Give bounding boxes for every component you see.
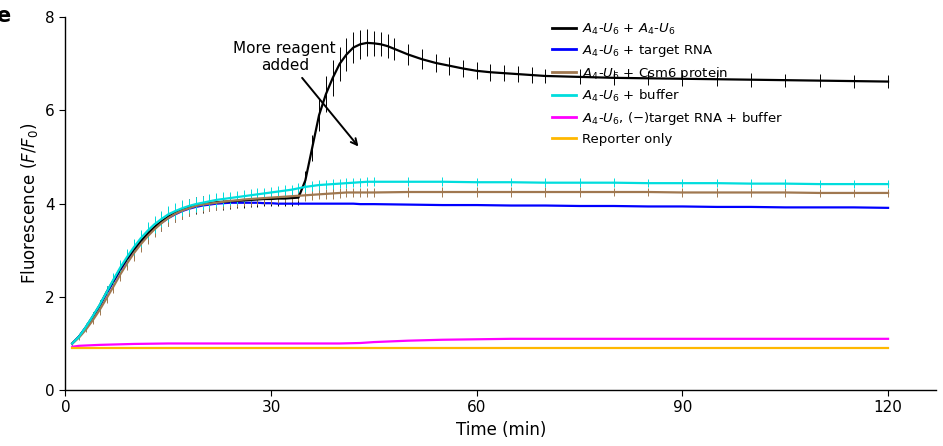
Reporter only — [848, 346, 859, 351]
$A_4$-$U_6$ + target RNA — [183, 206, 194, 211]
$A_4$-$U_6$, (−)target RNA + buffer — [231, 341, 242, 346]
Reporter only — [814, 346, 825, 351]
$A_4$-$U_6$, (−)target RNA + buffer — [162, 341, 174, 346]
$A_4$-$U_6$, (−)target RNA + buffer — [265, 341, 276, 346]
$A_4$-$U_6$, (−)target RNA + buffer — [74, 343, 85, 348]
Reporter only — [642, 346, 653, 351]
$A_4$-$U_6$, (−)target RNA + buffer — [355, 340, 366, 346]
$A_4$-$U_6$, (−)target RNA + buffer — [883, 336, 894, 342]
Text: More reagent
added: More reagent added — [234, 41, 357, 145]
Reporter only — [94, 346, 106, 351]
Reporter only — [608, 346, 620, 351]
$A_4$-$U_6$, (−)target RNA + buffer — [814, 336, 825, 342]
$A_4$-$U_6$, (−)target RNA + buffer — [300, 341, 311, 346]
X-axis label: Time (min): Time (min) — [455, 421, 546, 439]
Reporter only — [472, 346, 483, 351]
Reporter only — [300, 346, 311, 351]
Reporter only — [162, 346, 174, 351]
Legend: $A_4$-$U_6$ + $A_4$-$U_6$, $A_4$-$U_6$ + target RNA, $A_4$-$U_6$ + Csm6 protein,: $A_4$-$U_6$ + $A_4$-$U_6$, $A_4$-$U_6$ +… — [547, 17, 788, 151]
Reporter only — [67, 346, 78, 351]
Text: e: e — [0, 6, 10, 26]
Reporter only — [505, 346, 517, 351]
Reporter only — [74, 346, 85, 351]
Reporter only — [780, 346, 791, 351]
$A_4$-$U_6$, (−)target RNA + buffer — [711, 336, 722, 342]
$A_4$-$U_6$ + target RNA — [224, 200, 236, 206]
Reporter only — [711, 346, 722, 351]
Reporter only — [403, 346, 414, 351]
$A_4$-$U_6$, (−)target RNA + buffer — [574, 336, 586, 342]
$A_4$-$U_6$, (−)target RNA + buffer — [67, 344, 78, 349]
$A_4$-$U_6$, (−)target RNA + buffer — [780, 336, 791, 342]
Reporter only — [334, 346, 345, 351]
$A_4$-$U_6$ + target RNA — [135, 240, 146, 245]
$A_4$-$U_6$, (−)target RNA + buffer — [369, 339, 380, 345]
$A_4$-$U_6$ + target RNA — [170, 212, 181, 217]
Reporter only — [539, 346, 551, 351]
$A_4$-$U_6$, (−)target RNA + buffer — [848, 336, 859, 342]
Reporter only — [369, 346, 380, 351]
$A_4$-$U_6$, (−)target RNA + buffer — [745, 336, 756, 342]
Reporter only — [677, 346, 688, 351]
Reporter only — [574, 346, 586, 351]
Y-axis label: Fluorescence ($F/F_0$): Fluorescence ($F/F_0$) — [19, 123, 40, 285]
Reporter only — [265, 346, 276, 351]
$A_4$-$U_6$, (−)target RNA + buffer — [334, 341, 345, 346]
Reporter only — [197, 346, 208, 351]
$A_4$-$U_6$ + target RNA — [197, 203, 208, 208]
$A_4$-$U_6$ + target RNA — [327, 201, 339, 206]
$A_4$-$U_6$, (−)target RNA + buffer — [197, 341, 208, 346]
Line: $A_4$-$U_6$ + target RNA: $A_4$-$U_6$ + target RNA — [73, 203, 888, 343]
Reporter only — [355, 346, 366, 351]
$A_4$-$U_6$, (−)target RNA + buffer — [437, 337, 448, 343]
$A_4$-$U_6$, (−)target RNA + buffer — [539, 336, 551, 342]
$A_4$-$U_6$, (−)target RNA + buffer — [677, 336, 688, 342]
Reporter only — [128, 346, 140, 351]
$A_4$-$U_6$, (−)target RNA + buffer — [505, 336, 517, 342]
$A_4$-$U_6$ + target RNA — [204, 202, 215, 207]
$A_4$-$U_6$, (−)target RNA + buffer — [472, 337, 483, 342]
Reporter only — [231, 346, 242, 351]
$A_4$-$U_6$, (−)target RNA + buffer — [608, 336, 620, 342]
Reporter only — [883, 346, 894, 351]
$A_4$-$U_6$, (−)target RNA + buffer — [403, 338, 414, 343]
$A_4$-$U_6$, (−)target RNA + buffer — [94, 342, 106, 347]
Reporter only — [437, 346, 448, 351]
Reporter only — [745, 346, 756, 351]
$A_4$-$U_6$ + target RNA — [883, 205, 894, 211]
$A_4$-$U_6$, (−)target RNA + buffer — [642, 336, 653, 342]
$A_4$-$U_6$, (−)target RNA + buffer — [128, 341, 140, 347]
$A_4$-$U_6$ + target RNA — [67, 341, 78, 346]
Line: $A_4$-$U_6$, (−)target RNA + buffer: $A_4$-$U_6$, (−)target RNA + buffer — [73, 339, 888, 347]
